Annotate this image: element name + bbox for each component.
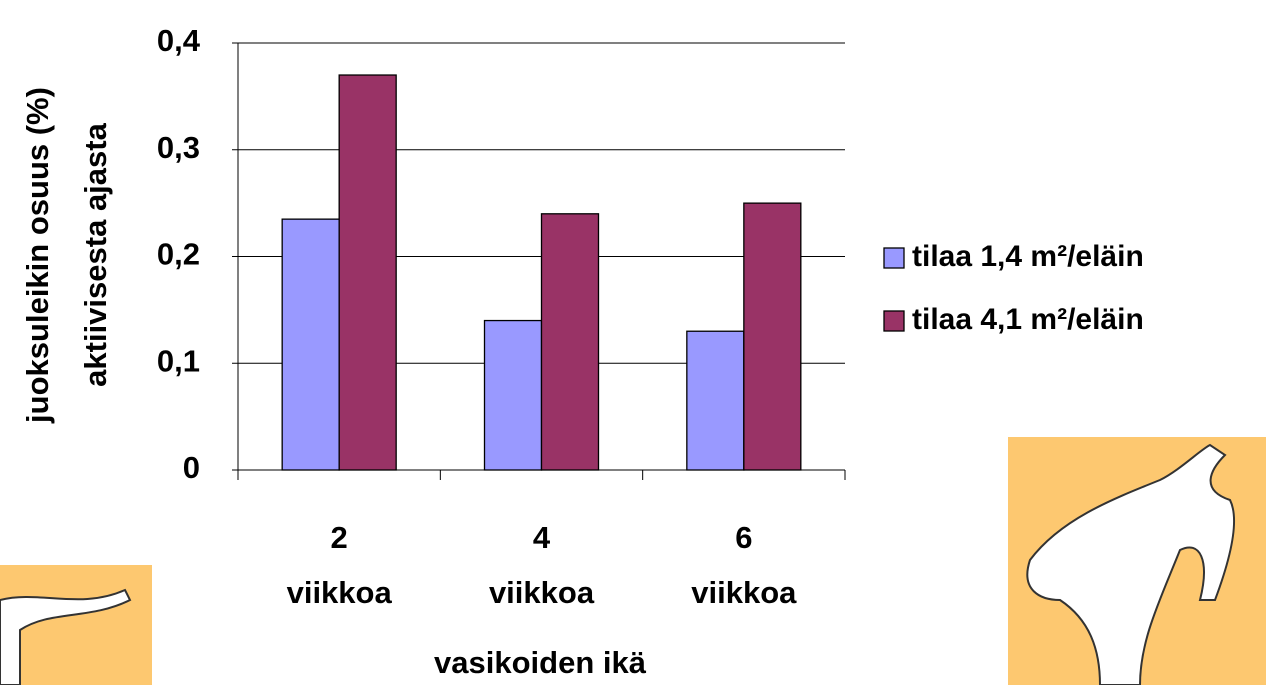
x-tick-label: viikkoa (489, 575, 595, 610)
chart: vasikoiden ikä juoksuleikin osuus (%) ak… (0, 0, 1266, 685)
x-tick-label: viikkoa (691, 575, 797, 610)
legend-label: tilaa 1,4 m²/eläin (912, 240, 1144, 273)
x-tick-label: viikkoa (287, 575, 393, 610)
x-tick-label: 6 (735, 520, 752, 555)
y-tick-label: 0,2 (157, 237, 200, 272)
y-tick-label: 0,3 (157, 130, 200, 165)
bar (542, 214, 599, 470)
y-tick-label: 0,1 (157, 343, 200, 378)
x-axis-title: vasikoiden ikä (434, 645, 647, 680)
legend-label: tilaa 4,1 m²/eläin (912, 303, 1144, 336)
y-axis-title-line: juoksuleikin osuus (%) (20, 87, 55, 424)
y-tick-label: 0,4 (157, 23, 201, 58)
x-tick-label: 2 (331, 520, 348, 555)
y-axis-title-line: aktiivisesta ajasta (78, 122, 113, 386)
legend-swatch (884, 311, 904, 331)
legend-swatch (884, 248, 904, 268)
bar (687, 331, 744, 470)
bar (485, 321, 542, 470)
y-tick-label: 0 (183, 450, 200, 485)
x-tick-label: 4 (533, 520, 551, 555)
bar (282, 219, 339, 470)
bar (744, 203, 801, 470)
bar (339, 75, 396, 470)
y-axis-title: juoksuleikin osuus (%) aktiivisesta ajas… (20, 87, 113, 424)
